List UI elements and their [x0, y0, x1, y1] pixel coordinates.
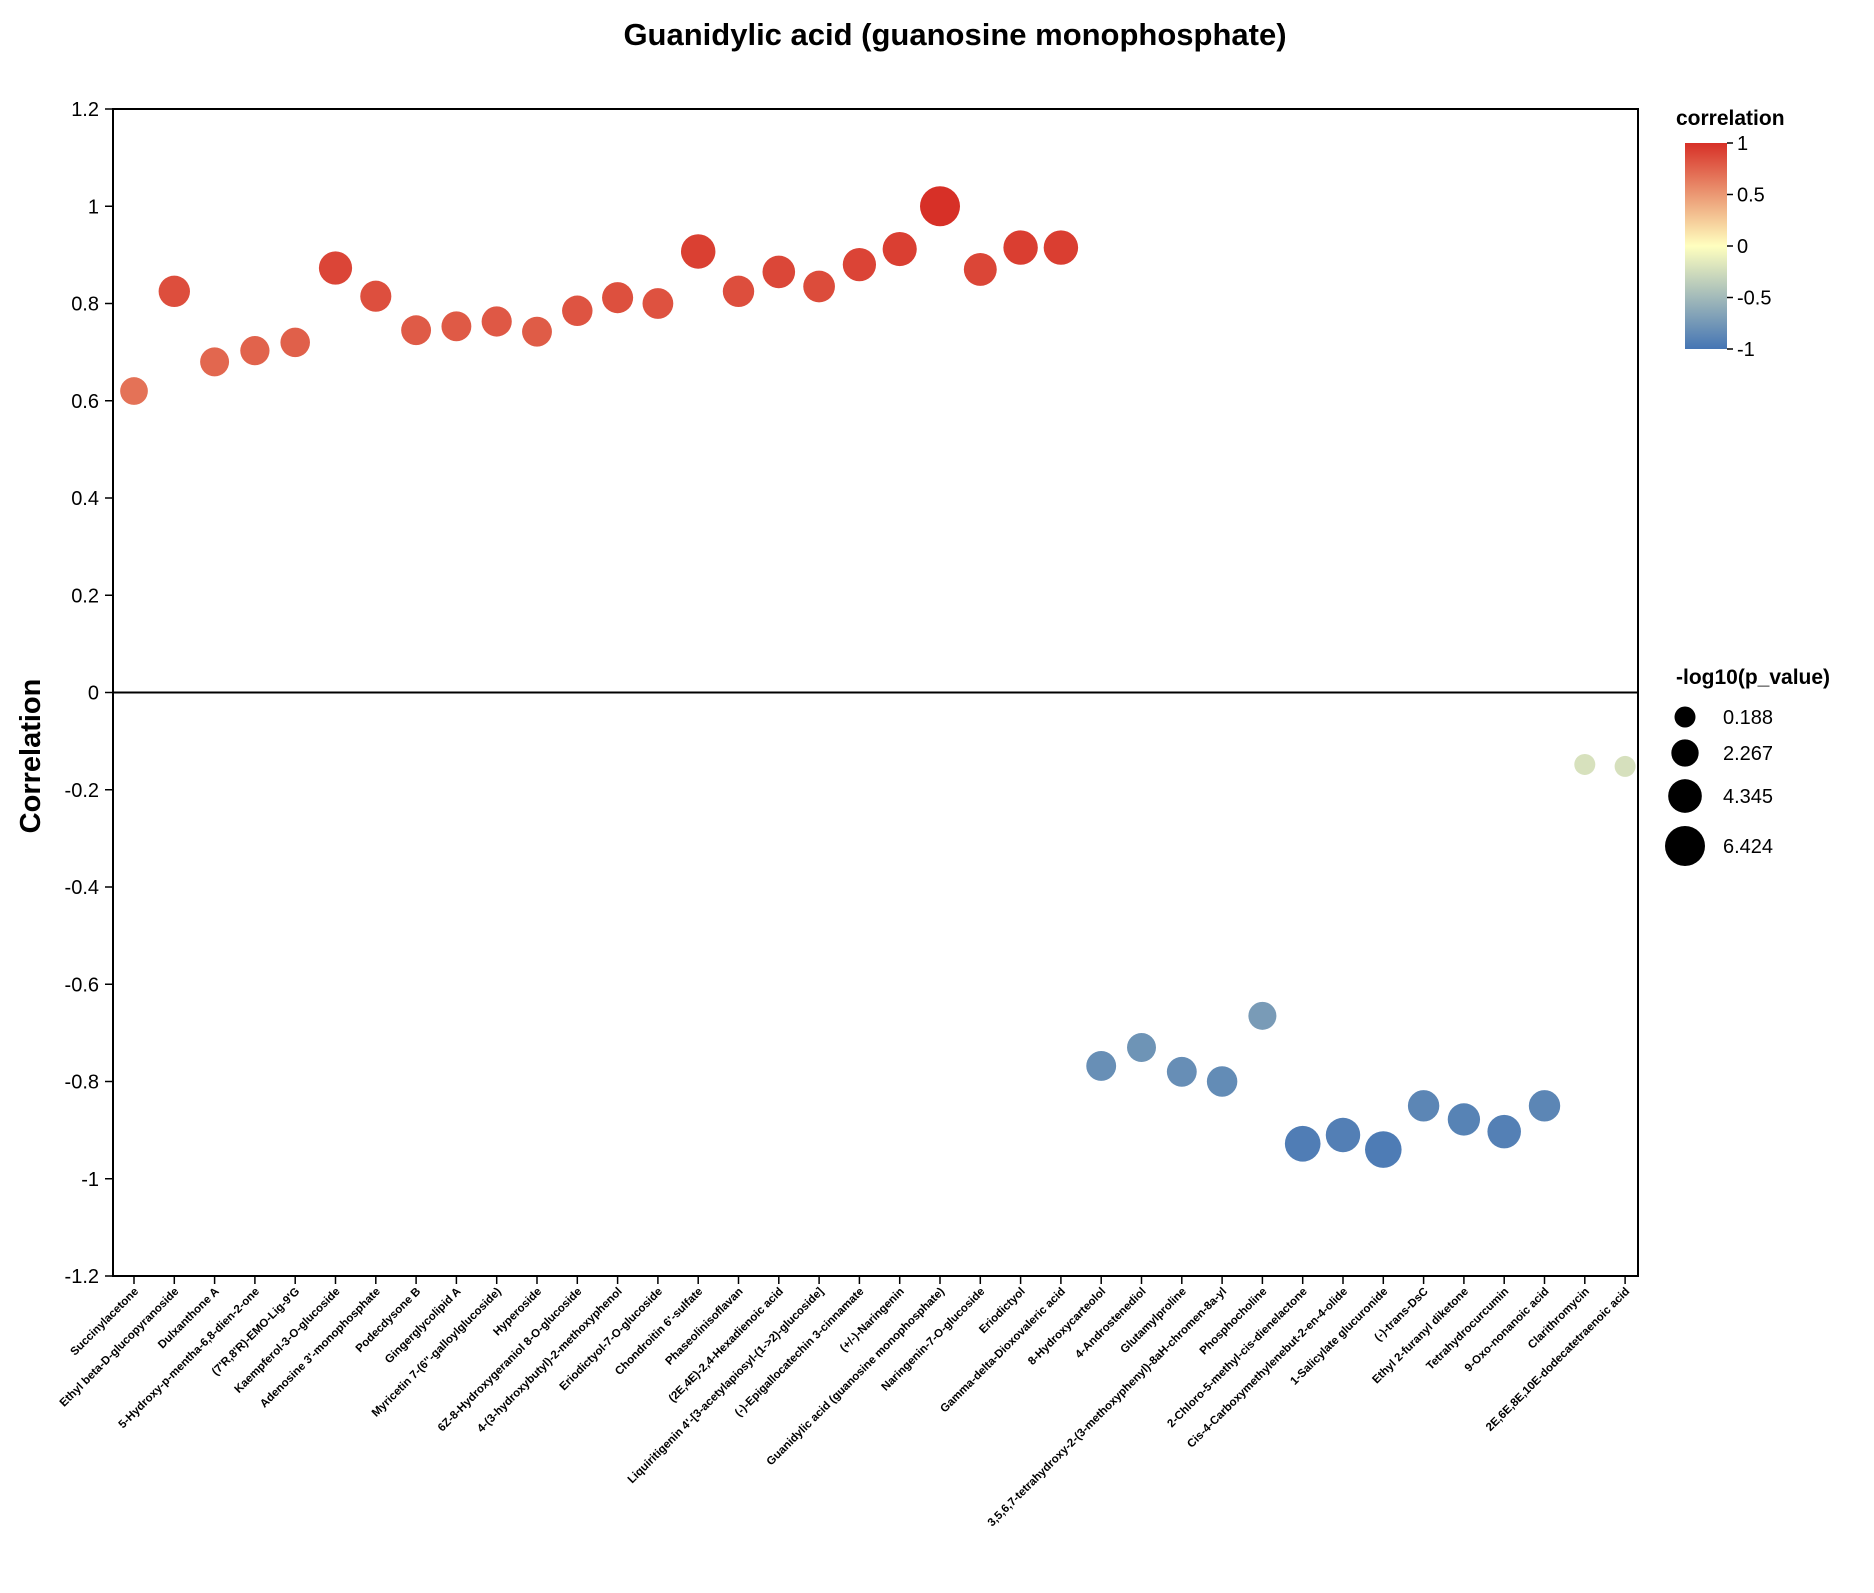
x-tick-label: Phaseolinisoflavan [663, 1286, 745, 1368]
data-point [762, 255, 796, 289]
x-tick-label: 4-Androstenediol [1073, 1286, 1148, 1361]
x-tick-label: Gingerglycolipid A [383, 1286, 463, 1366]
data-point [1487, 1114, 1521, 1149]
color-gradient-bar [1685, 143, 1727, 349]
data-point [481, 306, 512, 337]
y-tick-label: -0.6 [65, 974, 99, 996]
size-legend-swatch [1674, 706, 1696, 728]
data-point [1166, 1056, 1197, 1087]
data-point [522, 316, 552, 347]
y-tick-label: 0.6 [71, 391, 99, 413]
y-axis: 1.2 1 0.8 0.6 0.4 0.2 0 -0.2 -0.4 -0.6 -0.8 -1 -1.2 [65, 99, 113, 1288]
color-legend-title: correlation [1676, 107, 1785, 130]
data-point [318, 251, 353, 285]
data-point [803, 270, 835, 303]
x-tick-label: Liquiritigenin 4'-[3-acetylapiosyl-(1->2… [626, 1286, 827, 1487]
size-legend: -log10(p_value) 0.188 2.267 4.345 6.424 [1665, 666, 1830, 866]
color-legend-label: -0.5 [1737, 288, 1771, 310]
chart-title: Guanidylic acid (guanosine monophosphate… [623, 17, 1286, 52]
x-tick-label: 6Z-8-Hydroxygeraniol 8-O-glucoside [436, 1286, 585, 1435]
data-point [722, 275, 755, 308]
data-point [1365, 1131, 1402, 1168]
data-point [1284, 1125, 1321, 1162]
data-point [1043, 230, 1079, 265]
data-point [1574, 753, 1596, 775]
color-legend-label: -1 [1737, 339, 1755, 361]
data-point [842, 247, 877, 282]
y-tick-label: -0.4 [65, 877, 99, 899]
plot-frame [112, 108, 1639, 1277]
y-tick-label: 0.8 [71, 294, 99, 316]
data-points [120, 186, 1636, 1168]
y-tick-label: -0.8 [65, 1072, 99, 1094]
size-legend-label: 4.345 [1723, 786, 1773, 808]
size-legend-label: 0.188 [1723, 707, 1773, 729]
data-point [562, 295, 593, 327]
data-point [1407, 1090, 1440, 1122]
color-legend-label: 0 [1737, 236, 1748, 258]
data-point [1614, 755, 1636, 777]
x-tick-label: Succinylacetone [68, 1286, 141, 1359]
data-point [920, 186, 960, 227]
size-legend-label: 6.424 [1723, 836, 1773, 858]
y-tick-label: -1 [81, 1169, 99, 1191]
size-legend-swatch [1668, 779, 1702, 813]
color-legend-label: 1 [1737, 133, 1748, 155]
x-tick-label: 5-Hydroxy-p-mentha-6,8-dien-2-one [117, 1286, 262, 1431]
data-point [882, 231, 917, 267]
x-tick-label: 2-Chloro-5-methyl-cis-dienelactone [1165, 1286, 1309, 1430]
data-point [1086, 1051, 1117, 1081]
x-tick-label: Phosphocholine [1198, 1286, 1270, 1358]
y-tick-label: 0 [88, 683, 99, 705]
y-tick-label: 1.2 [71, 99, 99, 121]
data-point [441, 311, 472, 342]
data-point [602, 282, 634, 314]
y-tick-label: 0.4 [71, 488, 99, 510]
data-point [1325, 1117, 1361, 1153]
y-tick-label: -0.2 [65, 780, 99, 802]
data-point [1528, 1090, 1561, 1122]
y-tick-label: 0.2 [71, 585, 99, 607]
y-tick-label: -1.2 [65, 1266, 99, 1288]
data-point [240, 336, 270, 366]
size-legend-swatch [1671, 739, 1699, 767]
size-legend-title: -log10(p_value) [1676, 666, 1830, 689]
data-point [1248, 1001, 1277, 1030]
color-legend: correlation 1 0.5 0 -0.5 -1 [1676, 107, 1785, 361]
x-tick-label: 8-Hydroxycarteolol [1026, 1286, 1108, 1368]
data-point [963, 253, 997, 286]
data-point [1447, 1103, 1481, 1136]
data-point [200, 347, 230, 377]
data-point [642, 288, 674, 319]
size-legend-swatch [1665, 826, 1705, 866]
data-point [360, 280, 392, 312]
data-point [280, 327, 310, 358]
data-point [1206, 1066, 1238, 1097]
x-tick-label: 2E,6E,8E,10E-dodecatetraenoic acid [1484, 1286, 1632, 1434]
data-point [1003, 230, 1038, 265]
data-point [158, 275, 190, 308]
color-legend-label: 0.5 [1737, 185, 1765, 207]
size-legend-label: 2.267 [1723, 743, 1773, 765]
data-point [401, 315, 432, 346]
y-tick-label: 1 [88, 196, 99, 218]
data-point [680, 234, 716, 269]
data-point [120, 377, 148, 405]
y-axis-label: Correlation [15, 679, 47, 834]
x-tick-label: 4-(3-hydroxybutyl)-2-methoxyphenol [475, 1286, 624, 1435]
data-point [1127, 1032, 1156, 1062]
